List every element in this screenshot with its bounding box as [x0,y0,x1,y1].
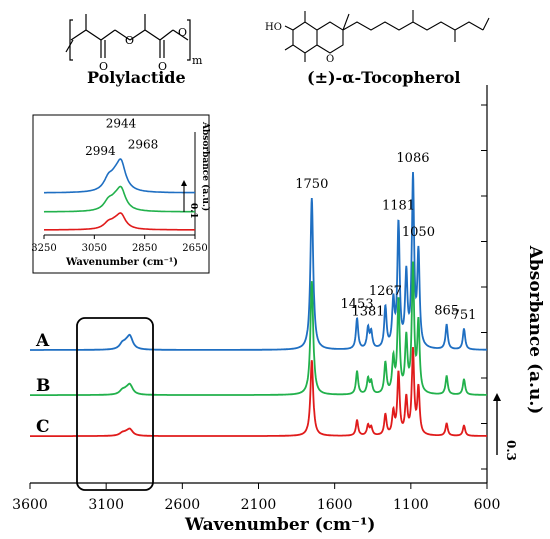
tocopherol-name: (±)-α-Tocopherol [307,68,460,87]
x-tick-label: 1600 [317,497,353,513]
inset-x-label: Wavenumber (cm⁻¹) [65,257,178,268]
oxygen-label: O [125,34,134,47]
inset-x-tick-label: 3050 [82,243,107,254]
series-line-B [30,261,487,396]
inset-plot: 3250 3050 2850 2650 2994 2944 2968 Wavenumber… [31,114,211,274]
inset-peak-label: 2944 [106,116,137,130]
inset-x-tick-label: 2850 [132,243,157,254]
oxygen-label: O [99,60,108,73]
x-tick-label: 3100 [88,497,124,513]
inset-y-label: Absorbance (a.u.) [200,121,211,211]
ch-region-box [76,317,154,491]
y-axis-label: Absorbance (a.u.) [525,245,545,415]
x-tick-label: 600 [474,497,501,513]
inset-series-line-C [44,212,195,231]
x-tick-label: 3600 [12,497,48,513]
peak-label: 1181 [382,198,415,213]
series-line-C [30,347,487,437]
x-tick-label: 2100 [241,497,277,513]
inset-peak-label: 2994 [85,144,116,158]
peak-label: 751 [452,308,477,323]
repeat-subscript: m [192,54,203,67]
main-plot: 3600 3100 2600 2100 1600 1100 600 1750 14531381… [12,85,545,535]
oxygen-label: O [326,54,334,65]
peak-label: 1050 [402,225,435,240]
oxygen-label: O [158,60,167,73]
peak-label: 1750 [295,177,328,192]
inset-series-line-A [44,158,196,194]
x-tick-label: 2600 [165,497,201,513]
tocopherol-bonds [284,10,490,62]
inset-x-tick-label: 3250 [31,243,56,254]
peak-label: 1267 [369,284,402,299]
scale-bar-arrow [493,393,501,401]
tocopherol-structure: HO O (±)-α-Tocopherol [265,10,490,87]
series-label-B: B [36,376,50,396]
inset-x-tick-label: 2650 [182,243,207,254]
series-label-A: A [35,331,50,351]
inset-scale-arrow [181,180,187,186]
inset-peak-label: 2968 [128,137,159,151]
peak-label: 1381 [351,304,384,319]
x-tick-label: 1100 [393,497,429,513]
series-line-A [30,171,487,351]
polylactide-brackets [69,19,191,61]
x-axis-label: Wavenumber (cm⁻¹) [184,515,375,535]
inset-series-line-B [43,185,195,213]
peak-label: 1086 [396,151,429,166]
scale-bar-label: 0.3 [504,440,518,461]
polylactide-name: Polylactide [87,68,186,87]
oxygen-label: O [178,26,187,39]
peak-label: 1453 [341,297,374,312]
polylactide-structure: O O O O m Polylactide [65,14,203,87]
peak-label: 865 [434,303,459,318]
inset-scale-label: 0.1 [188,203,198,219]
inset-frame [32,114,210,274]
hydroxyl-label: HO [265,22,282,33]
series-label-C: C [36,417,50,437]
